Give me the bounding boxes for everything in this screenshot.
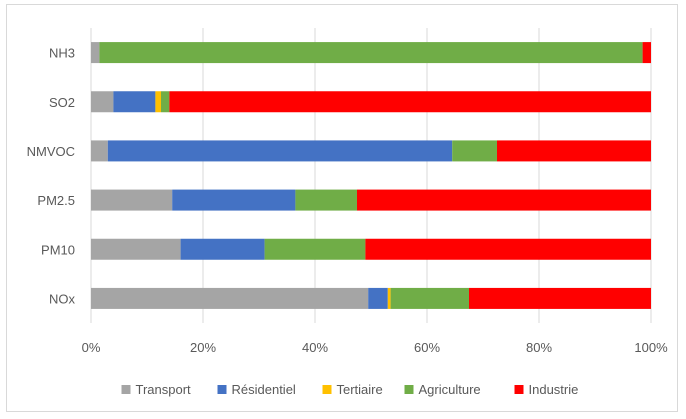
bar-segment-résidentiel [113,91,156,113]
legend-swatch [514,385,524,394]
bar-segment-tertiaire [387,287,391,309]
legend-label: Tertiaire [337,382,383,397]
legend-label: Industrie [529,382,579,397]
legend-swatch [322,385,332,394]
bar-segment-agriculture [161,91,170,113]
bar-segment-industrie [642,42,651,64]
bar-segment-agriculture [452,140,497,162]
x-tick-label: 40% [302,340,328,355]
category-label: PM2.5 [37,193,75,208]
bar-segment-transport [91,91,114,113]
category-labels: NH3 SO2 NMVOC PM2.5 PM10 NOx [27,46,76,307]
legend-label: Résidentiel [232,382,296,397]
category-label: NOx [49,291,76,306]
legend-label: Transport [136,382,192,397]
x-tick-label: 80% [526,340,552,355]
x-tick-label: 60% [414,340,440,355]
bar-segment-résidentiel [107,140,453,162]
legend-label: Agriculture [419,382,481,397]
x-tick-label: 100% [634,340,668,355]
x-tick-label: 20% [190,340,216,355]
bar-segment-industrie [497,140,651,162]
bar-segment-agriculture [99,42,643,64]
legend-swatch [217,385,227,394]
bar-segment-transport [91,189,173,211]
bars [91,42,651,309]
bar-segment-résidentiel [180,238,265,260]
bar-segment-industrie [357,189,651,211]
bar-segment-tertiaire [155,91,161,113]
bar-segment-industrie [169,91,651,113]
x-tick-label: 0% [82,340,101,355]
bar-segment-agriculture [390,287,469,309]
legend-swatch [121,385,131,394]
bar-segment-transport [91,238,181,260]
bar-segment-industrie [469,287,651,309]
gridlines [90,28,652,323]
bar-segment-transport [91,287,369,309]
category-label: PM10 [41,242,75,257]
x-tick-labels: 0% 20% 40% 60% 80% 100% [82,340,668,355]
category-label: NH3 [49,46,75,61]
bar-segment-agriculture [295,189,357,211]
bar-segment-industrie [365,238,651,260]
category-label: NMVOC [27,144,75,159]
bar-segment-transport [91,140,108,162]
bar-segment-agriculture [264,238,366,260]
legend-swatch [404,385,414,394]
category-label: SO2 [49,95,75,110]
bar-segment-résidentiel [172,189,296,211]
bar-segment-résidentiel [368,287,388,309]
bar-segment-transport [91,42,100,64]
legend: Transport Résidentiel Tertiaire Agriculture… [121,382,579,397]
